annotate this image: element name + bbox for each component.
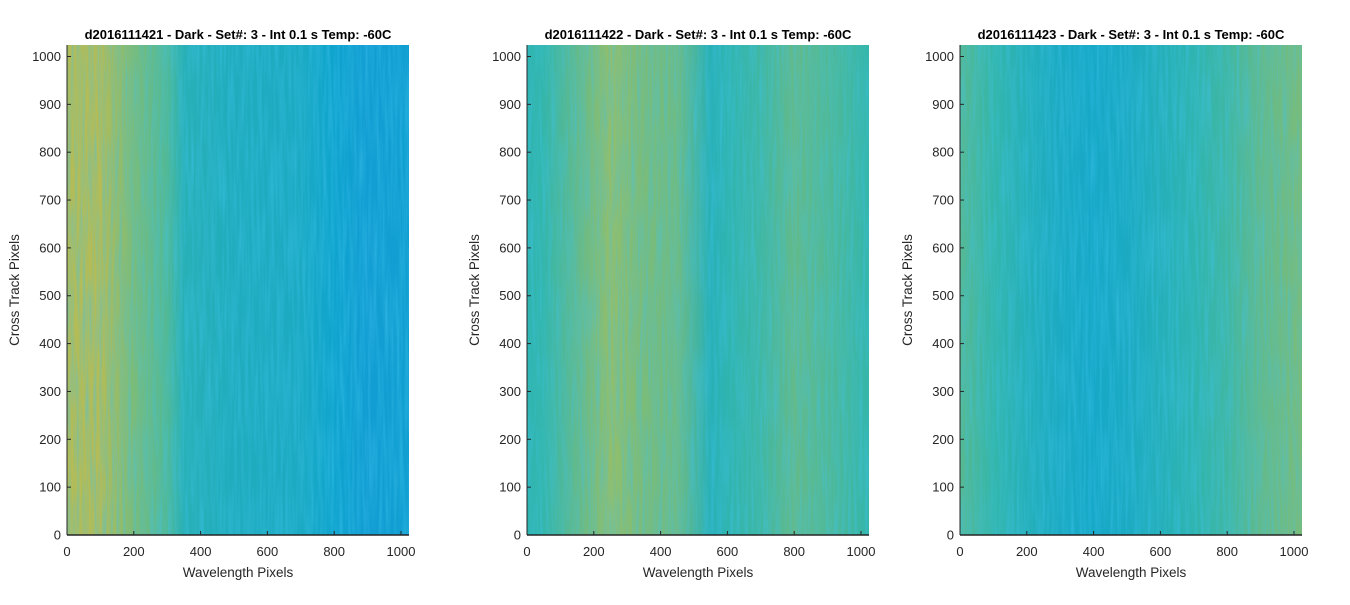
y-ticks: 0 100 200 300 400 500 600 700 800 900 1000 — [492, 49, 531, 543]
y-tick-label: 500 — [39, 288, 61, 303]
y-tick-label: 600 — [499, 240, 521, 255]
x-tick-label: 800 — [1216, 544, 1238, 559]
x-tick-label: 0 — [63, 544, 70, 559]
y-tick-label: 900 — [39, 97, 61, 112]
y-tick-label: 800 — [932, 145, 954, 160]
x-tick-label: 400 — [1083, 544, 1105, 559]
heatmap-streak-texture — [960, 45, 1302, 535]
y-tick-label: 600 — [39, 240, 61, 255]
y-tick-label: 400 — [39, 336, 61, 351]
heatmap-streak-texture — [67, 45, 409, 535]
x-axis-label: Wavelength Pixels — [643, 565, 754, 580]
y-axis-label: Cross Track Pixels — [467, 234, 482, 346]
x-tick-label: 200 — [1016, 544, 1038, 559]
x-ticks: 0 200 400 600 800 1000 — [523, 531, 875, 559]
heatmap-image — [527, 45, 869, 535]
heatmap-image — [67, 45, 409, 535]
heatmap-image — [960, 45, 1302, 535]
x-tick-label: 1000 — [1280, 544, 1309, 559]
y-ticks: 0 100 200 300 400 500 600 700 800 900 1000 — [32, 49, 71, 543]
y-tick-label: 100 — [499, 480, 521, 495]
y-axis-label: Cross Track Pixels — [7, 234, 22, 346]
y-tick-label: 900 — [932, 97, 954, 112]
y-tick-label: 700 — [932, 193, 954, 208]
y-tick-label: 400 — [932, 336, 954, 351]
y-tick-label: 100 — [932, 480, 954, 495]
y-tick-label: 100 — [39, 480, 61, 495]
y-tick-label: 800 — [39, 145, 61, 160]
x-tick-label: 400 — [190, 544, 212, 559]
x-tick-label: 800 — [783, 544, 805, 559]
chart-title: d2016111421 - Dark - Set#: 3 - Int 0.1 s… — [85, 27, 392, 42]
x-ticks: 0 200 400 600 800 1000 — [63, 531, 415, 559]
y-tick-label: 400 — [499, 336, 521, 351]
y-tick-label: 200 — [499, 432, 521, 447]
y-tick-label: 200 — [39, 432, 61, 447]
x-axis-label: Wavelength Pixels — [183, 565, 294, 580]
heatmap-streak-texture — [527, 45, 869, 535]
y-tick-label: 1000 — [925, 49, 954, 64]
heatmap-panel-1: d2016111421 - Dark - Set#: 3 - Int 0.1 s… — [7, 27, 415, 580]
y-tick-label: 200 — [932, 432, 954, 447]
y-tick-label: 300 — [932, 384, 954, 399]
y-tick-label: 300 — [39, 384, 61, 399]
x-tick-label: 600 — [1150, 544, 1172, 559]
x-tick-label: 0 — [523, 544, 530, 559]
x-tick-label: 1000 — [847, 544, 876, 559]
x-ticks: 0 200 400 600 800 1000 — [956, 531, 1308, 559]
y-tick-label: 900 — [499, 97, 521, 112]
y-tick-label: 300 — [499, 384, 521, 399]
y-tick-label: 1000 — [32, 49, 61, 64]
x-tick-label: 600 — [257, 544, 279, 559]
y-tick-label: 600 — [932, 240, 954, 255]
y-tick-label: 700 — [499, 193, 521, 208]
x-tick-label: 0 — [956, 544, 963, 559]
x-tick-label: 600 — [717, 544, 739, 559]
y-tick-label: 0 — [947, 528, 954, 543]
heatmap-panel-2: d2016111422 - Dark - Set#: 3 - Int 0.1 s… — [467, 27, 875, 580]
y-tick-label: 1000 — [492, 49, 521, 64]
y-tick-label: 500 — [932, 288, 954, 303]
x-tick-label: 200 — [583, 544, 605, 559]
chart-title: d2016111422 - Dark - Set#: 3 - Int 0.1 s… — [545, 27, 852, 42]
heatmap-panel-3: d2016111423 - Dark - Set#: 3 - Int 0.1 s… — [900, 27, 1308, 580]
x-axis-label: Wavelength Pixels — [1076, 565, 1187, 580]
chart-title: d2016111423 - Dark - Set#: 3 - Int 0.1 s… — [978, 27, 1285, 42]
x-tick-label: 800 — [323, 544, 345, 559]
y-ticks: 0 100 200 300 400 500 600 700 800 900 1000 — [925, 49, 964, 543]
x-tick-label: 200 — [123, 544, 145, 559]
y-tick-label: 700 — [39, 193, 61, 208]
y-tick-label: 0 — [514, 528, 521, 543]
y-axis-label: Cross Track Pixels — [900, 234, 915, 346]
y-tick-label: 800 — [499, 145, 521, 160]
x-tick-label: 400 — [650, 544, 672, 559]
x-tick-label: 1000 — [387, 544, 416, 559]
y-tick-label: 0 — [54, 528, 61, 543]
y-tick-label: 500 — [499, 288, 521, 303]
